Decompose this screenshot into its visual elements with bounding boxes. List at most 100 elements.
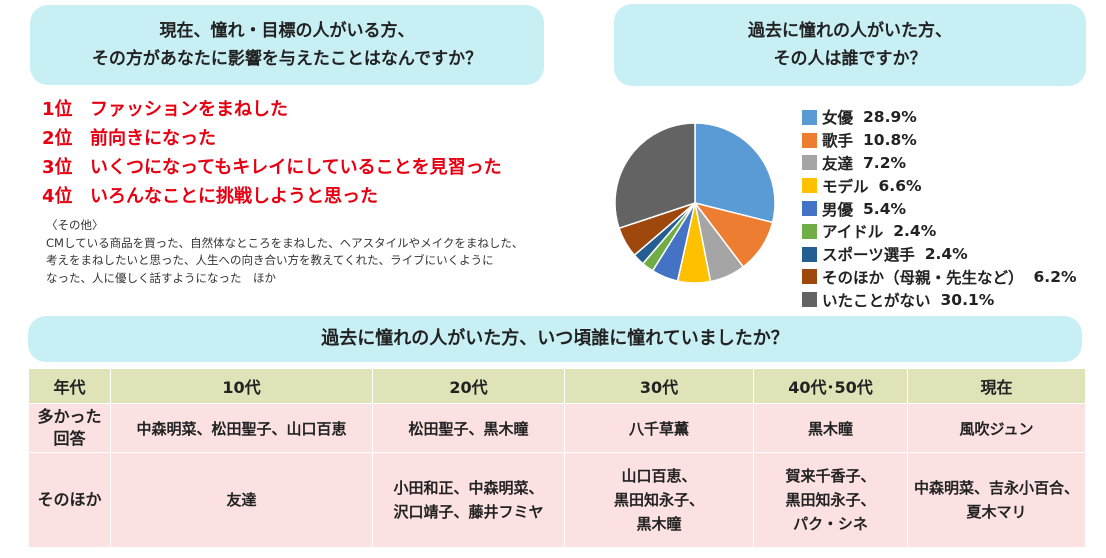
- legend-item: いたことがない 30.1%: [802, 288, 1077, 311]
- legend-item: モデル 6.6%: [802, 174, 1077, 197]
- legend-swatch: [802, 109, 817, 125]
- ranking-item: 4位 いろんなことに挑戦しようと思った: [42, 182, 502, 211]
- legend-percent: 6.2%: [1033, 267, 1077, 286]
- pie-slice: [614, 122, 696, 230]
- legend-item: アイドル 2.4%: [802, 220, 1077, 243]
- legend-percent: 2.4%: [924, 245, 968, 264]
- row-label-line: そのほか: [37, 490, 102, 509]
- cell-line: 黒木瞳: [807, 419, 853, 438]
- table-cell: 友達: [110, 452, 373, 548]
- legend-swatch: [802, 292, 817, 308]
- cell-line: 黒木瞳: [636, 515, 682, 533]
- legend-label: モデル: [822, 177, 869, 196]
- rank-text: いろんなことに挑戦しようと思った: [90, 186, 378, 207]
- legend-percent: 2.4%: [893, 222, 937, 241]
- question-2-line: その人は誰ですか？: [773, 49, 927, 69]
- table-cell: 中森明菜、松田聖子、山口百恵: [110, 403, 373, 453]
- table-header-cell: 10代: [110, 368, 373, 404]
- era-table: 年代 10代 20代 30代 40代･50代 現在 多かった 回答 中森明菜、松…: [28, 368, 1086, 548]
- legend-percent: 30.1%: [940, 290, 995, 309]
- table-cell: 松田聖子、黒木瞳: [372, 403, 565, 453]
- table-cell: 小田和正、中森明菜、 沢口靖子、藤井フミヤ: [372, 452, 565, 548]
- cell-line: 黒田知永子、: [785, 491, 876, 509]
- cell-line: 友達: [226, 491, 257, 509]
- table-header-cell: 30代: [564, 368, 754, 404]
- legend-percent: 10.8%: [863, 131, 917, 150]
- ranking-list: 1位 ファッションをまねした 2位 前向きになった 3位 いくつになってもキレイにして…: [42, 95, 502, 211]
- ranking-item: 1位 ファッションをまねした: [42, 95, 502, 124]
- legend-item: スポーツ選手 2.4%: [802, 243, 1077, 266]
- legend-percent: 7.2%: [863, 153, 907, 172]
- cell-line: 夏木マリ: [966, 503, 1027, 521]
- question-2-bubble: 過去に憧れの人がいた方、 その人は誰ですか？: [614, 4, 1086, 86]
- legend-swatch: [802, 269, 817, 285]
- other-responses-line: CMしている商品を買った、自然体なところをまねした、ヘアスタイルやメイクをまねし…: [46, 235, 524, 250]
- cell-line: 黒田知永子、: [613, 491, 704, 509]
- other-responses-heading: 〈その他〉: [46, 218, 104, 232]
- table-header-cell: 年代: [28, 368, 111, 404]
- legend-item: そのほか（母親・先生など） 6.2%: [802, 266, 1077, 289]
- rank-number: 1位: [42, 99, 73, 120]
- rank-number: 3位: [42, 157, 73, 178]
- legend-label: スポーツ選手: [822, 246, 915, 265]
- cell-line: 中森明菜、松田聖子、山口百恵: [136, 419, 347, 438]
- cell-line: 小田和正、中森明菜、: [393, 479, 544, 497]
- table-row: 多かった 回答 中森明菜、松田聖子、山口百恵 松田聖子、黒木瞳 八千草薫 黒木瞳…: [28, 403, 1086, 453]
- table-header-cell: 現在: [907, 368, 1086, 404]
- cell-line: パク・シネ: [793, 515, 868, 533]
- table-cell: 中森明菜、吉永小百合、 夏木マリ: [907, 452, 1086, 548]
- cell-line: 中森明菜、吉永小百合、: [913, 479, 1079, 497]
- legend-label: そのほか（母親・先生など）: [822, 268, 1024, 287]
- rank-number: 2位: [42, 128, 73, 149]
- question-3-bubble: 過去に憧れの人がいた方、いつ頃誰に憧れていましたか？: [28, 316, 1082, 362]
- table-header-cell: 20代: [372, 368, 565, 404]
- table-row-label: 多かった 回答: [28, 403, 111, 453]
- table-header-row: 年代 10代 20代 30代 40代･50代 現在: [28, 368, 1086, 404]
- legend-label: 友達: [822, 154, 854, 173]
- other-responses: 〈その他〉 CMしている商品を買った、自然体なところをまねした、ヘアスタイルやメ…: [46, 217, 566, 287]
- table-row: そのほか 友達 小田和正、中森明菜、 沢口靖子、藤井フミヤ 山口百恵、 黒田知永…: [28, 452, 1086, 548]
- pie-chart: [614, 122, 776, 284]
- legend-swatch: [802, 223, 817, 239]
- legend-percent: 5.4%: [863, 199, 907, 218]
- legend-label: アイドル: [822, 223, 884, 242]
- legend-swatch: [802, 201, 817, 217]
- rank-text: ファッションをまねした: [90, 99, 288, 120]
- legend-label: 歌手: [822, 132, 854, 151]
- cell-line: 八千草薫: [628, 419, 689, 438]
- table-cell: 風吹ジュン: [907, 403, 1086, 453]
- pie-slice: [694, 122, 776, 224]
- row-label-line: 多かった: [37, 407, 102, 426]
- other-responses-line: 考えをまねしたいと思った、人生への向き合い方を教えてくれた、ライブにいくように: [46, 253, 494, 267]
- cell-line: 松田聖子、黒木瞳: [408, 419, 529, 438]
- ranking-item: 2位 前向きになった: [42, 124, 502, 153]
- table-cell: 山口百恵、 黒田知永子、 黒木瞳: [564, 452, 754, 548]
- legend-swatch: [802, 132, 817, 148]
- legend-item: 男優 5.4%: [802, 197, 1077, 220]
- legend-label: いたことがない: [822, 291, 931, 310]
- row-label-line: 回答: [53, 429, 86, 448]
- legend-item: 歌手 10.8%: [802, 129, 1077, 152]
- legend-swatch: [802, 178, 817, 194]
- legend-swatch: [802, 246, 817, 262]
- table-row-label: そのほか: [28, 452, 111, 548]
- table-cell: 黒木瞳: [753, 403, 908, 453]
- ranking-item: 3位 いくつになってもキレイにしていることを見習った: [42, 153, 502, 182]
- table-cell: 八千草薫: [564, 403, 754, 453]
- cell-line: 風吹ジュン: [959, 419, 1034, 438]
- question-1-bubble: 現在、憧れ・目標の人がいる方、 その方があなたに影響を与えたことはなんですか？: [30, 5, 544, 85]
- table-header-cell: 40代･50代: [753, 368, 908, 404]
- question-3-text: 過去に憧れの人がいた方、いつ頃誰に憧れていましたか？: [321, 328, 789, 349]
- rank-number: 4位: [42, 186, 73, 207]
- rank-text: 前向きになった: [90, 128, 216, 149]
- legend-label: 男優: [822, 200, 854, 219]
- table-cell: 賀来千香子、 黒田知永子、 パク・シネ: [753, 452, 908, 548]
- legend-percent: 28.9%: [863, 108, 917, 127]
- cell-line: 賀来千香子、: [785, 467, 876, 485]
- cell-line: 山口百恵、: [621, 467, 697, 485]
- legend-percent: 6.6%: [878, 176, 922, 195]
- legend-item: 女優 28.9%: [802, 106, 1077, 129]
- legend-label: 女優: [822, 109, 854, 128]
- other-responses-line: なった、人に優しく話すようになった ほか: [46, 270, 276, 285]
- cell-line: 沢口靖子、藤井フミヤ: [393, 503, 544, 521]
